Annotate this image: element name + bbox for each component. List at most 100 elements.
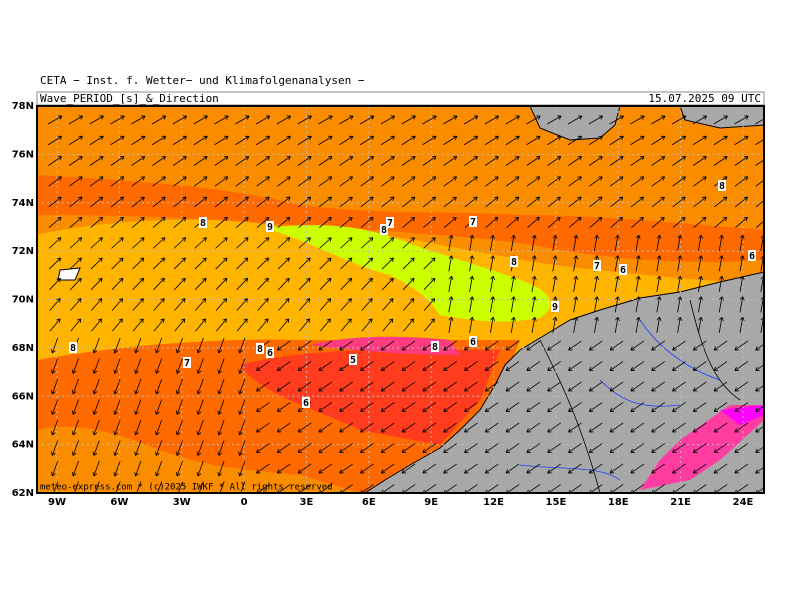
wind-arrow	[547, 176, 562, 187]
wind-arrow	[609, 361, 624, 371]
wind-arrow	[214, 196, 229, 208]
wind-arrow	[238, 378, 246, 395]
wind-arrow	[651, 340, 665, 351]
wind-arrow	[69, 216, 83, 228]
wind-arrow	[423, 237, 436, 249]
wind-arrow	[505, 361, 520, 371]
wind-arrow	[755, 200, 764, 208]
wind-arrow	[755, 343, 764, 351]
wind-arrow	[339, 443, 353, 453]
wind-arrow	[276, 156, 291, 166]
wind-arrow	[422, 443, 437, 453]
wind-arrow	[256, 257, 270, 270]
lon-label: 0	[241, 497, 248, 508]
wind-arrow	[526, 463, 541, 474]
wind-arrow	[131, 156, 146, 166]
wind-arrow	[320, 318, 331, 332]
wind-arrow	[713, 381, 728, 392]
contour-label: 8	[381, 225, 387, 236]
wind-arrow	[755, 425, 764, 433]
wind-arrow	[255, 115, 271, 125]
wind-arrow	[714, 216, 728, 228]
wind-arrow	[175, 460, 183, 477]
wind-arrow	[423, 216, 436, 228]
wind-arrow	[656, 234, 662, 251]
wind-arrow	[630, 422, 645, 433]
wind-arrow	[422, 115, 437, 125]
wind-arrow	[235, 216, 249, 228]
wind-arrow	[588, 402, 603, 412]
wind-arrow	[298, 237, 311, 249]
wind-arrow	[734, 156, 749, 166]
wind-arrow	[49, 318, 61, 332]
wind-arrow	[216, 318, 227, 332]
wind-arrow	[155, 481, 163, 493]
wind-arrow	[547, 443, 561, 453]
wind-arrow	[236, 237, 249, 249]
wind-arrow	[490, 255, 495, 272]
wind-arrow	[132, 277, 145, 291]
land-pink-region	[640, 405, 764, 490]
wind-arrow	[318, 402, 333, 412]
wind-arrow	[276, 381, 291, 392]
wind-arrow	[713, 422, 728, 433]
wind-arrow	[380, 381, 395, 392]
wind-arrow	[152, 196, 166, 208]
wind-arrow	[552, 255, 558, 272]
wind-arrow	[402, 216, 416, 228]
wind-arrow	[505, 135, 520, 146]
wind-arrow	[588, 463, 603, 474]
wind-arrow	[113, 460, 121, 477]
wind-arrow	[568, 443, 582, 453]
map-frame	[36, 105, 765, 494]
wind-arrow	[401, 463, 416, 474]
wind-arrow	[464, 361, 478, 371]
wind-arrow	[110, 135, 125, 146]
wind-arrow	[635, 316, 641, 333]
wind-arrow	[609, 443, 624, 453]
wind-arrow	[692, 443, 707, 453]
wind-arrow	[672, 402, 686, 412]
wind-arrow	[443, 135, 458, 146]
wind-arrow	[424, 318, 435, 332]
wind-arrow	[531, 234, 537, 251]
wind-arrow	[443, 340, 457, 351]
wind-arrow	[298, 257, 311, 270]
wind-arrow	[380, 402, 395, 412]
wind-arrow	[196, 378, 204, 395]
contour-label-bg	[302, 397, 310, 408]
wind-arrow	[651, 115, 666, 125]
wind-arrow	[175, 378, 183, 395]
wind-arrow	[236, 257, 249, 270]
wind-arrow	[651, 361, 665, 371]
wind-arrow	[510, 275, 516, 292]
wind-arrow	[360, 361, 374, 371]
wind-arrow	[464, 156, 478, 166]
wind-arrow	[568, 135, 583, 146]
wind-arrow	[547, 463, 561, 474]
wind-arrow	[718, 255, 724, 272]
wind-arrow	[277, 237, 291, 249]
wind-arrow	[526, 443, 541, 453]
wind-arrow	[423, 257, 436, 270]
wind-arrow	[677, 234, 683, 251]
wind-arrow	[278, 298, 290, 311]
wind-arrow	[360, 135, 375, 146]
contour-label-bg	[69, 342, 77, 353]
contour-label: 6	[303, 398, 309, 409]
wind-arrow	[339, 381, 353, 392]
wind-arrow	[131, 196, 145, 208]
wind-arrow	[734, 443, 749, 453]
wind-arrow	[69, 237, 83, 249]
wind-arrow	[111, 277, 124, 291]
wind-arrow	[443, 156, 458, 166]
wind-arrow	[111, 237, 124, 249]
wind-arrow	[113, 419, 121, 436]
contour-label: 6	[749, 251, 755, 262]
contour-label: 8	[719, 181, 725, 192]
contour-label-bg	[199, 217, 207, 228]
wind-arrow	[526, 115, 541, 125]
borders	[539, 299, 741, 493]
wind-arrow	[318, 422, 333, 433]
wind-arrow	[276, 340, 291, 351]
